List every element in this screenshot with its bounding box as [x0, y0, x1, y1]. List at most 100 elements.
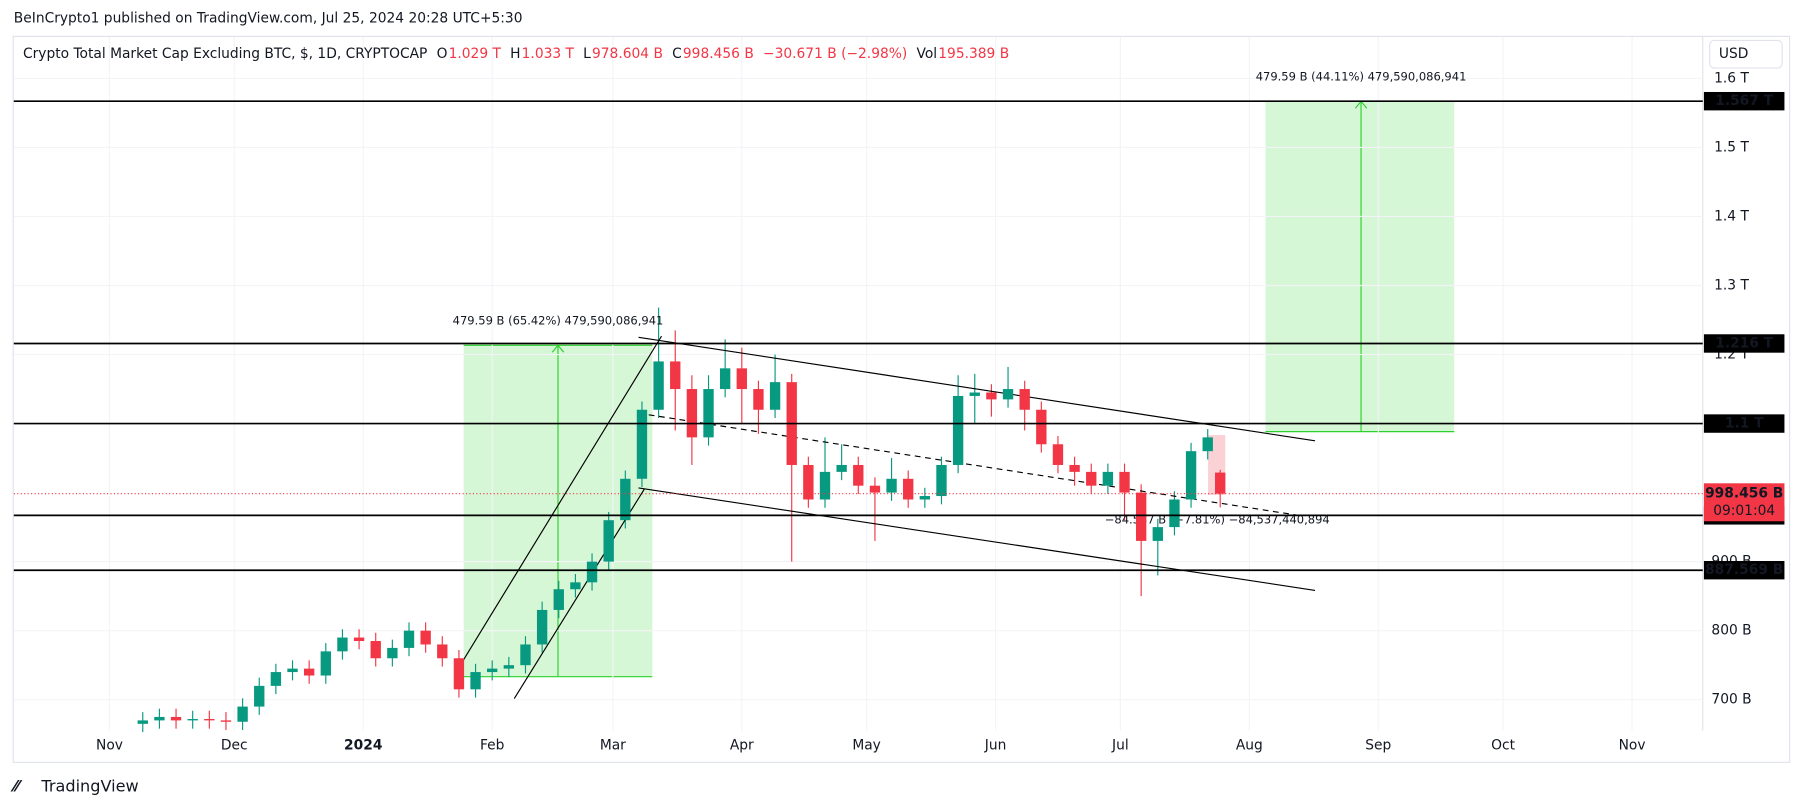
countdown: 09:01:04: [1713, 503, 1775, 519]
candle-body: [952, 395, 964, 465]
header: BeInCrypto1 published on TradingView.com…: [14, 11, 523, 27]
candle-body: [869, 485, 881, 493]
candle-body: [187, 719, 198, 721]
candle-body: [320, 651, 331, 676]
candle-body: [903, 478, 914, 500]
candle-body: [353, 637, 365, 642]
ohlc-value: 978.604 B: [592, 46, 663, 62]
currency-button[interactable]: [1709, 39, 1783, 69]
x-tick-label: Mar: [600, 738, 626, 754]
x-tick-label: 2024: [344, 738, 382, 754]
y-tick-label: 1.4 T: [1714, 208, 1749, 224]
candle-body: [819, 471, 831, 500]
level-label: 1.216 T: [1715, 335, 1773, 351]
candle-body: [853, 464, 864, 486]
level-label-bg: [1703, 334, 1785, 353]
candle-body: [204, 719, 215, 721]
candle-body: [986, 392, 997, 400]
level-label-bg: [1703, 560, 1785, 580]
candle-body: [703, 389, 714, 438]
x-tick-label: Sep: [1365, 738, 1391, 754]
candle-body: [170, 716, 182, 721]
candle-body: [303, 668, 315, 676]
change: −30.671 B (−2.98%): [763, 46, 907, 62]
footer-logo: ⁄⁄: [10, 777, 23, 796]
symbol-title: Crypto Total Market Cap Excluding BTC, $…: [23, 46, 427, 62]
x-tick-label: Jul: [1111, 738, 1129, 754]
last-price-label: 998.456 B: [1705, 486, 1783, 502]
candle-body: [387, 647, 398, 659]
candle-body: [1152, 527, 1163, 541]
candle-body: [1086, 471, 1097, 486]
candle-body: [1102, 471, 1114, 486]
candle-body: [686, 389, 698, 438]
x-tick-label: Feb: [480, 738, 504, 754]
candle-body: [1036, 409, 1047, 445]
candle-body: [620, 478, 631, 521]
candle-body: [570, 582, 581, 590]
candle-body: [137, 720, 148, 724]
candle-body: [403, 630, 415, 648]
candle-body: [1169, 499, 1180, 528]
candle-body: [220, 720, 232, 722]
last-price-bg: [1703, 483, 1785, 522]
level-label: 887.569 B: [1705, 562, 1783, 578]
candle-body: [487, 668, 498, 673]
candle-body: [919, 496, 931, 500]
candle-body: [1069, 464, 1080, 472]
ohlc-key: H: [510, 46, 520, 62]
candle-body: [1019, 389, 1030, 410]
channel-lower: [638, 487, 1316, 591]
rising-lower: [513, 488, 645, 699]
candle-body: [1002, 389, 1014, 400]
x-tick-label: Nov: [96, 738, 123, 754]
candle-body: [420, 630, 431, 645]
candle-body: [769, 382, 781, 410]
candle-body: [719, 368, 731, 390]
candle-body: [653, 361, 664, 410]
candle-body: [1119, 471, 1130, 493]
candle-body: [470, 672, 481, 690]
candle-body: [553, 589, 564, 610]
candle-body: [803, 464, 814, 500]
plot: [13, 36, 1703, 733]
ohlc-key: O: [437, 46, 448, 62]
x-tick-label: Jun: [984, 738, 1007, 754]
annotation: 479.59 B (65.42%) 479,590,086,941: [453, 314, 664, 328]
footer: TradingView: [40, 777, 138, 796]
candle-body: [736, 368, 747, 390]
rising-upper: [456, 335, 663, 672]
y-tick-label: 1.5 T: [1714, 139, 1749, 155]
ohlc-value: 1.033 T: [522, 46, 575, 62]
candle-body: [437, 644, 448, 659]
channel-mid: [638, 412, 1301, 517]
x-tick-label: Aug: [1236, 738, 1263, 754]
candle-body: [586, 561, 598, 583]
ohlc-value: 1.029 T: [449, 46, 502, 62]
x-tick-label: Nov: [1619, 738, 1646, 754]
candle-body: [1215, 472, 1226, 494]
candle-body: [1185, 451, 1197, 500]
candle-body: [287, 668, 298, 673]
candle-body: [370, 641, 381, 659]
y-tick-label: 800 B: [1711, 623, 1751, 639]
candle-body: [1135, 492, 1147, 541]
level-label: 1.1 T: [1725, 416, 1764, 432]
candle-body: [270, 672, 282, 686]
candle-body: [936, 464, 947, 497]
arrow-head: [551, 344, 565, 353]
candle-body: [603, 520, 614, 562]
ohlc-value: 998.456 B: [683, 46, 754, 62]
candle-body: [337, 637, 348, 652]
currency-label: USD: [1719, 46, 1748, 62]
level-label: 1.567 T: [1715, 93, 1773, 109]
candle-body: [1052, 444, 1064, 465]
candle-body: [636, 409, 648, 479]
candle-body: [237, 706, 248, 722]
candle-body: [453, 658, 465, 690]
vol-key: Vol: [916, 46, 937, 62]
candle-body: [520, 644, 531, 666]
x-tick-label: May: [852, 738, 881, 754]
candle-body: [536, 609, 548, 645]
